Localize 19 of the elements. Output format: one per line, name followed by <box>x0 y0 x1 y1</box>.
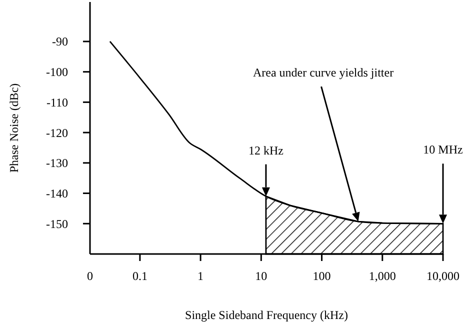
annotation: 12 kHz <box>248 143 284 158</box>
x-tick-label: 10,000 <box>426 269 460 283</box>
y-tick-label: -120 <box>46 126 68 140</box>
y-tick-label: -100 <box>46 65 68 80</box>
y-tick-label: -150 <box>46 216 68 231</box>
y-tick-label: -130 <box>46 156 68 170</box>
x-tick-label: 10 <box>255 269 268 283</box>
x-tick-label: 0.1 <box>132 269 148 283</box>
y-axis-title: Phase Noise (dBc) <box>7 83 21 173</box>
y-tick-label: -110 <box>46 95 68 110</box>
x-axis-title: Single Sideband Frequency (kHz) <box>185 308 348 322</box>
x-tick-label: 100 <box>312 269 331 283</box>
y-tick-label: -140 <box>46 186 68 200</box>
x-tick-label: 0 <box>87 269 93 283</box>
annotation: 10 MHz <box>423 142 463 157</box>
x-tick-label: 1,000 <box>368 269 396 283</box>
y-tick-label: -90 <box>52 34 68 49</box>
annotation: Area under curve yields jitter <box>252 66 394 80</box>
x-tick-label: 1 <box>198 269 204 283</box>
